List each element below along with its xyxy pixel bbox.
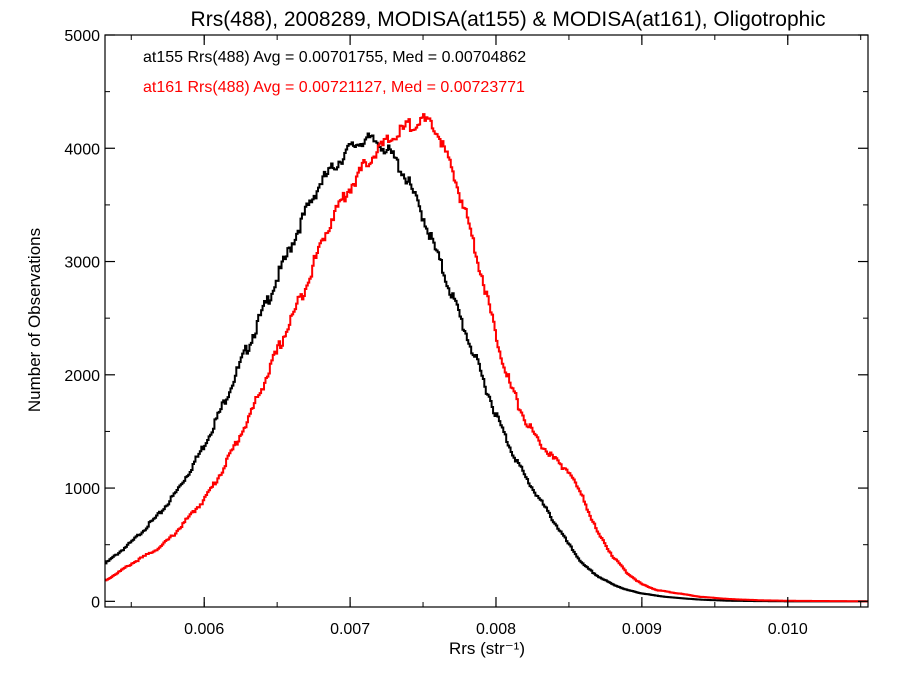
y-axis-ticks: 0 1000 2000 3000 4000 5000: [64, 28, 868, 611]
x-tick-label: 0.006: [184, 621, 224, 638]
x-tick-label: 0.007: [330, 621, 370, 638]
legend-annotation-at155: at155 Rrs(488) Avg = 0.00701755, Med = 0…: [143, 49, 526, 66]
series-line-at161: [105, 113, 868, 603]
y-tick-label: 3000: [64, 255, 100, 272]
series-layer: [105, 113, 868, 603]
y-tick-label: 1000: [64, 481, 100, 498]
y-tick-label: 0: [91, 594, 100, 611]
x-axis-ticks: 0.006 0.007 0.008 0.009 0.010: [130, 35, 862, 638]
y-tick-label: 4000: [64, 141, 100, 158]
chart-title: Rrs(488), 2008289, MODISA(at155) & MODIS…: [191, 8, 826, 31]
series-line-at155: [105, 132, 868, 603]
x-axis-label: Rrs (str⁻¹): [449, 639, 525, 658]
x-tick-label: 0.009: [622, 621, 662, 638]
plot-frame: [104, 34, 869, 608]
y-tick-label: 2000: [64, 368, 100, 385]
legend-annotation-at161: at161 Rrs(488) Avg = 0.00721127, Med = 0…: [143, 79, 525, 96]
x-tick-label: 0.008: [476, 621, 516, 638]
x-tick-label: 0.010: [768, 621, 808, 638]
y-axis-label: Number of Observations: [25, 228, 44, 412]
y-tick-label: 5000: [64, 28, 100, 45]
legend-annotations: at155 Rrs(488) Avg = 0.00701755, Med = 0…: [143, 49, 526, 96]
